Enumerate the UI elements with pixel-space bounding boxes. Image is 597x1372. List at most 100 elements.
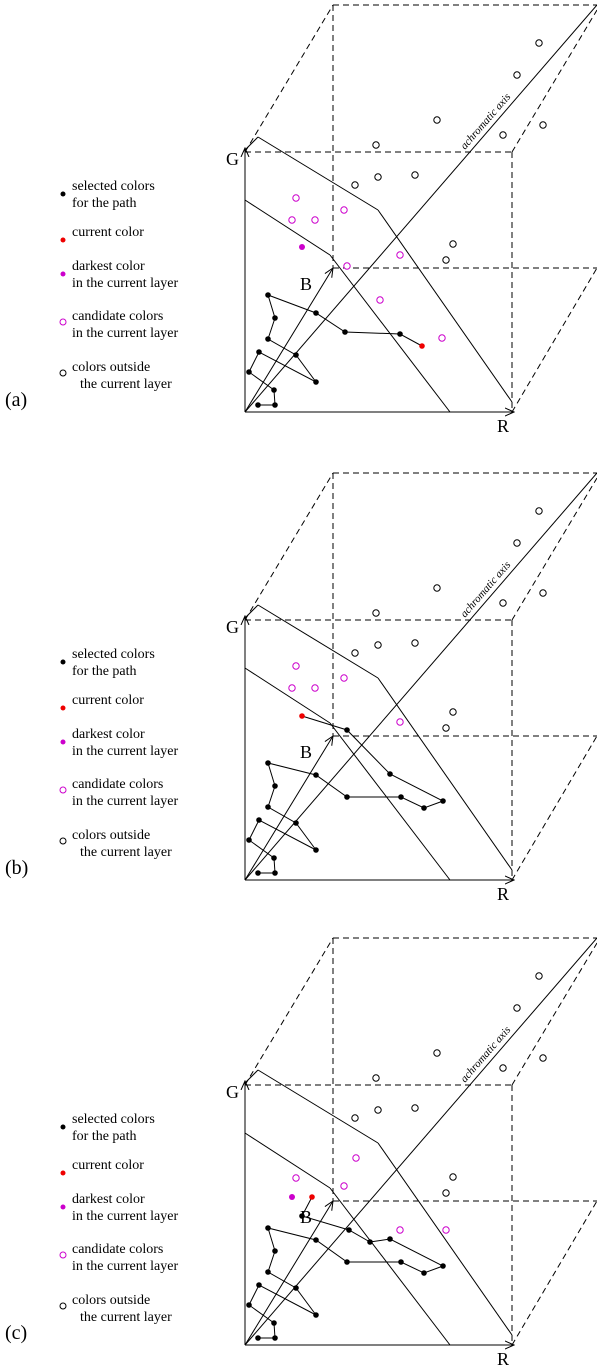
legend-text: current color [72, 1158, 144, 1173]
legend-symbol [60, 191, 66, 197]
legend-symbol [60, 705, 66, 711]
selected-color [344, 727, 350, 733]
selected-color [255, 402, 261, 408]
legend-text: darkest color [72, 1192, 145, 1207]
achromatic-axis-label: achromatic axis [458, 91, 513, 152]
legend-text: in the current layer [72, 794, 178, 809]
selected-color [256, 349, 262, 355]
legend-symbol [59, 1251, 67, 1259]
panel-label: (c) [5, 1322, 27, 1344]
candidate-color [340, 1182, 348, 1190]
legend-text: in the current layer [72, 326, 178, 341]
outside-color [351, 649, 359, 657]
legend-text: in the current layer [72, 1259, 178, 1274]
r-axis-label: R [497, 416, 509, 436]
legend-symbol [60, 739, 66, 745]
selected-color [255, 870, 261, 876]
candidate-color [376, 296, 384, 304]
selected-color [313, 379, 319, 385]
selected-color [313, 1237, 319, 1243]
plane-edge [244, 736, 333, 881]
outside-color [411, 171, 419, 179]
plane-edge [244, 268, 333, 413]
selected-color [271, 855, 277, 861]
selected-color [265, 760, 271, 766]
outside-color [442, 1189, 450, 1197]
plane-edge [244, 1201, 333, 1346]
selected-color [272, 783, 278, 789]
legend-text: selected colors [72, 179, 155, 194]
candidate-color [311, 216, 319, 224]
plane-edge [377, 677, 513, 871]
selected-color [265, 336, 271, 342]
legend-text: candidate colors [72, 1242, 163, 1257]
outside-color [513, 71, 521, 79]
legend-symbol [60, 271, 66, 277]
current-color [309, 1194, 315, 1200]
outside-color [499, 599, 507, 607]
outside-color [539, 1054, 547, 1062]
outside-color [442, 724, 450, 732]
selected-color [293, 1285, 299, 1291]
selected-color [246, 837, 252, 843]
box-edge [244, 4, 334, 153]
legend-text: the current layer [80, 1310, 172, 1325]
outside-color [449, 240, 457, 248]
outside-color [449, 1173, 457, 1181]
selected-color [421, 1270, 427, 1276]
selected-color [255, 1335, 261, 1341]
outside-color [442, 256, 450, 264]
box-edge [511, 9, 597, 153]
candidate-color [340, 206, 348, 214]
darkest-color [299, 244, 305, 250]
outside-color [535, 972, 543, 980]
candidate-color [396, 1226, 404, 1234]
selected-color [256, 817, 262, 823]
outside-color [449, 708, 457, 716]
outside-color [374, 641, 382, 649]
outside-color [539, 589, 547, 597]
box-edge [244, 937, 334, 1086]
selected-color [421, 805, 427, 811]
selected-color [265, 1225, 271, 1231]
selected-color [272, 1335, 278, 1341]
outside-color [539, 121, 547, 129]
outside-color [374, 1106, 382, 1114]
selected-color [272, 870, 278, 876]
selected-color [398, 794, 404, 800]
legend-text: for the path [72, 1129, 137, 1144]
plane-edge [244, 937, 597, 1346]
plane-edge [244, 136, 259, 151]
selected-color [342, 329, 348, 335]
box-edge [511, 267, 597, 413]
selected-color [344, 794, 350, 800]
candidate-color [396, 718, 404, 726]
outside-color [374, 173, 382, 181]
selected-color [271, 387, 277, 393]
plane-edge [257, 1069, 379, 1144]
selected-color [313, 1312, 319, 1318]
outside-color [411, 639, 419, 647]
outside-color [499, 1064, 507, 1072]
plane-edge [329, 1187, 451, 1346]
outside-color [372, 141, 380, 149]
plane-edge [244, 667, 331, 724]
selected-color [440, 798, 446, 804]
selected-color [246, 1302, 252, 1308]
legend-symbol [59, 1302, 67, 1310]
selected-color [299, 1213, 305, 1219]
legend-text: colors outside [72, 1293, 150, 1308]
color-path [248, 1196, 445, 1339]
selected-color [272, 402, 278, 408]
legend-text: selected colors [72, 1112, 155, 1127]
legend-symbol [60, 1170, 66, 1176]
outside-color [411, 1104, 419, 1112]
legend-symbol [59, 318, 67, 326]
legend-text: in the current layer [72, 744, 178, 759]
plane-edge [244, 199, 331, 256]
current-color [419, 343, 425, 349]
legend-symbol [60, 1124, 66, 1130]
